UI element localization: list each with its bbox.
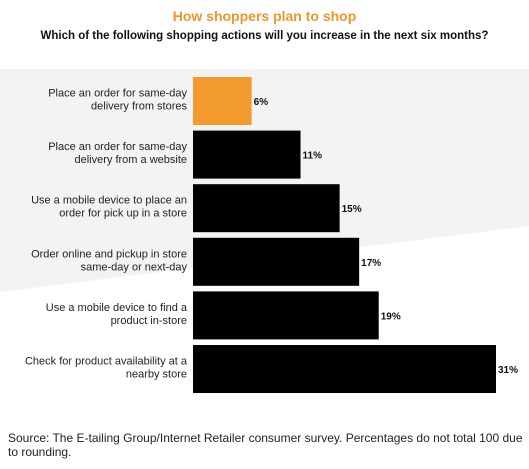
category-label-6: Check for product availability at a nearb… <box>25 356 188 381</box>
source-note: Source: The E-tailing Group/Internet Ret… <box>8 431 523 459</box>
value-label-2: 11% <box>303 151 323 162</box>
category-label-3: Use a mobile device to place an order for… <box>31 195 187 220</box>
category-label-2: Place an order for same-day delivery from… <box>48 141 187 166</box>
value-label-5: 19% <box>381 311 401 322</box>
bar-6 <box>193 345 496 393</box>
bar-5 <box>193 291 379 340</box>
category-label-4: Order online and pickup in store same-day… <box>31 248 187 273</box>
value-label-6: 31% <box>498 365 518 376</box>
bar-3 <box>193 184 340 233</box>
value-label-1: 6% <box>254 97 269 108</box>
bar-4 <box>193 237 360 286</box>
chart-title: How shoppers plan to shop <box>172 8 357 24</box>
category-label-1: Place an order for same-day delivery from… <box>48 88 187 113</box>
value-label-3: 15% <box>342 204 362 215</box>
chart-subtitle: Which of the following shopping actions … <box>40 30 489 42</box>
bar-2 <box>193 130 301 179</box>
value-label-4: 17% <box>361 258 381 269</box>
category-label-5: Use a mobile device to find a product in-… <box>46 302 188 327</box>
bar-1 <box>193 77 252 125</box>
